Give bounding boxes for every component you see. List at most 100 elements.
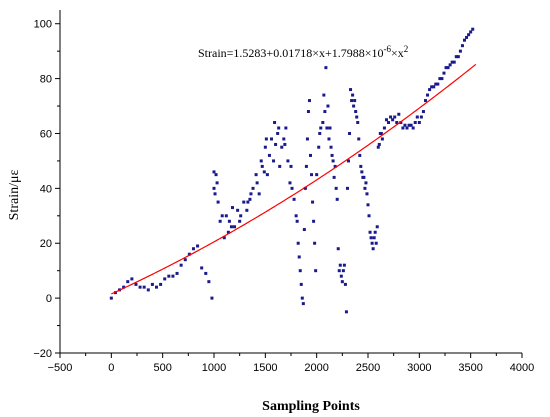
data-point — [273, 121, 277, 125]
x-tick-label: −500 — [48, 362, 73, 374]
data-point — [310, 173, 314, 177]
data-point — [259, 159, 263, 163]
data-point — [335, 197, 339, 201]
data-point — [269, 137, 273, 141]
data-point — [226, 230, 230, 234]
data-point — [467, 33, 471, 37]
data-point — [350, 99, 354, 103]
x-tick-label: 3000 — [407, 362, 431, 374]
data-point — [245, 208, 249, 212]
data-point — [289, 164, 293, 168]
data-point — [276, 131, 280, 135]
data-point — [238, 219, 242, 223]
data-point — [175, 271, 179, 275]
data-point — [463, 38, 467, 42]
data-point — [171, 274, 175, 278]
data-point — [306, 110, 310, 114]
data-point — [340, 280, 344, 284]
data-point — [246, 200, 250, 204]
data-point — [167, 274, 171, 278]
data-point — [218, 219, 222, 223]
data-point — [220, 214, 224, 218]
data-point — [332, 175, 336, 179]
y-tick-label: 60 — [40, 128, 52, 140]
data-point — [314, 269, 318, 273]
data-point — [249, 192, 253, 196]
data-point — [300, 296, 304, 300]
data-point — [411, 126, 415, 130]
data-point — [229, 225, 233, 229]
data-point — [248, 197, 252, 201]
y-tick-label: 40 — [40, 183, 52, 195]
data-point — [327, 137, 331, 141]
data-point — [432, 85, 436, 89]
data-point — [318, 131, 322, 135]
data-point — [163, 277, 167, 281]
data-point — [397, 112, 401, 116]
data-point — [444, 66, 448, 70]
x-tick-label: 0 — [108, 362, 114, 374]
data-point — [278, 164, 282, 168]
data-point — [272, 159, 276, 163]
data-point — [214, 173, 218, 177]
data-point — [333, 164, 337, 168]
data-point — [343, 282, 347, 286]
data-point — [282, 137, 286, 141]
data-point — [284, 126, 288, 130]
x-tick-label: 3500 — [458, 362, 482, 374]
data-point — [346, 159, 350, 163]
data-point — [337, 269, 341, 273]
data-point — [326, 104, 330, 108]
data-point — [260, 164, 264, 168]
data-point — [263, 145, 267, 149]
data-point — [393, 115, 397, 119]
data-point — [360, 170, 364, 174]
data-point — [230, 206, 234, 210]
data-point — [301, 302, 305, 306]
data-point — [317, 145, 321, 149]
data-point — [179, 263, 183, 267]
data-point — [428, 88, 432, 92]
data-point — [345, 186, 349, 190]
data-point — [331, 159, 335, 163]
data-point — [215, 181, 219, 185]
data-point — [315, 173, 319, 177]
data-point — [353, 99, 357, 103]
data-point — [212, 170, 216, 174]
data-point — [456, 55, 460, 59]
data-point — [334, 186, 338, 190]
data-point — [109, 296, 113, 300]
data-point — [373, 230, 377, 234]
data-point — [354, 110, 358, 114]
data-point — [204, 271, 208, 275]
data-point — [348, 131, 352, 135]
data-point — [213, 192, 217, 196]
data-point — [342, 263, 346, 267]
data-point — [454, 55, 458, 59]
data-point — [319, 126, 323, 130]
data-point — [423, 99, 427, 103]
y-tick-label: 80 — [40, 74, 52, 86]
data-point — [339, 274, 343, 278]
x-tick-label: 1500 — [253, 362, 277, 374]
data-point — [254, 173, 258, 177]
data-point — [421, 110, 425, 114]
data-point — [403, 123, 407, 127]
data-point — [210, 296, 214, 300]
data-point — [324, 66, 328, 70]
fit-equation-exponent-1: -6 — [384, 44, 392, 54]
data-point — [313, 241, 317, 245]
data-point — [363, 186, 367, 190]
data-point — [356, 121, 360, 125]
data-point — [292, 197, 296, 201]
data-point — [448, 63, 452, 67]
data-point — [303, 186, 307, 190]
data-point — [442, 71, 446, 75]
data-point — [242, 200, 246, 204]
data-point — [299, 282, 303, 286]
data-point — [369, 236, 373, 240]
data-point — [309, 153, 313, 157]
data-point — [325, 126, 329, 130]
data-point — [262, 170, 266, 174]
